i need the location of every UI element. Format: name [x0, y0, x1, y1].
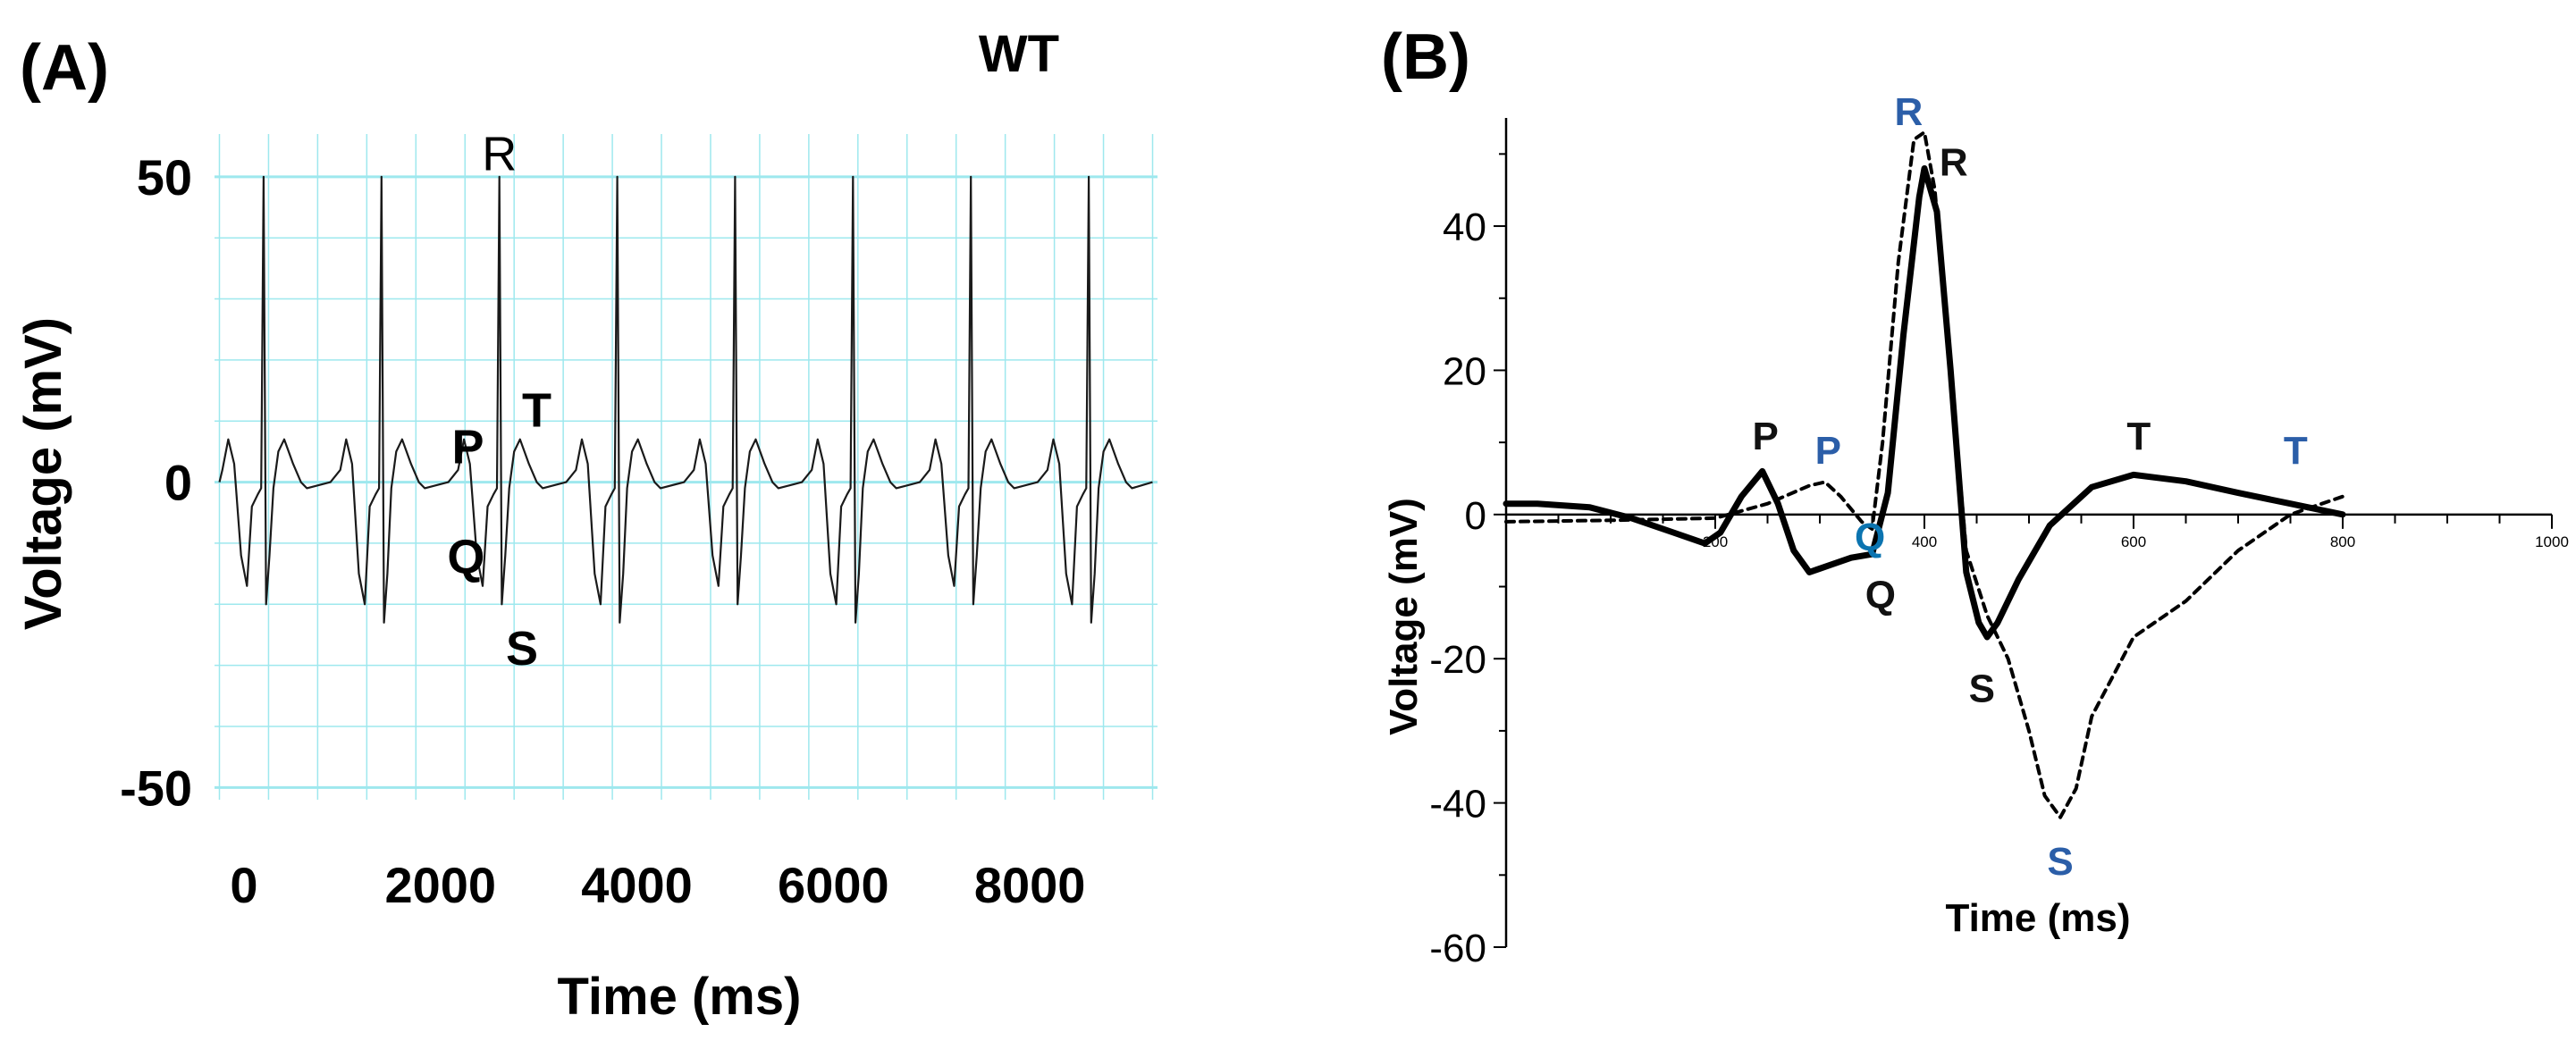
ecg-chart-wt: 0 2000 4000 6000 8000 50 0 -50 Time (ms) Voltage …: [14, 25, 1158, 1026]
y-tick-label: 0: [164, 455, 192, 511]
wave-annotation: T: [2126, 415, 2151, 458]
wave-annotation: P: [452, 421, 484, 474]
wave-annotation: S: [2047, 840, 2073, 884]
y-tick-label: -60: [1429, 927, 1486, 970]
x-tick-label: 4000: [581, 857, 693, 913]
grid: [215, 134, 1158, 800]
chart-title: WT: [979, 25, 1059, 83]
y-tick-label: -40: [1429, 783, 1486, 827]
x-axis-title: Time (ms): [1945, 896, 2130, 940]
wave-annotation: Q: [1855, 516, 1885, 559]
x-tick-label: 600: [2121, 533, 2146, 550]
series-line-wt: [218, 175, 1153, 624]
wave-annotation: S: [506, 622, 538, 676]
y-axis-title: Voltage (mV): [1382, 498, 1426, 735]
y-tick-label: -50: [120, 759, 192, 816]
wave-annotation: P: [1815, 429, 1841, 473]
y-tick-label: 0: [1465, 494, 1486, 538]
panel-label: (B): [1381, 21, 1470, 93]
series-line-dashed: [1504, 130, 2344, 819]
y-axis-title: Voltage (mV): [14, 317, 72, 630]
x-axis-title: Time (ms): [558, 968, 802, 1026]
x-tick-label: 8000: [974, 857, 1086, 913]
wave-annotation: Q: [447, 531, 484, 584]
wave-annotation: Q: [1865, 574, 1896, 617]
x-tick-label: 2000: [384, 857, 496, 913]
y-tick-label: -20: [1429, 638, 1486, 682]
wave-annotation: R: [1895, 90, 1924, 134]
x-tick-label: 400: [1912, 533, 1937, 550]
wave-annotation: P: [1752, 415, 1778, 458]
y-tick-label: 20: [1443, 349, 1486, 393]
wave-annotation: R: [1940, 140, 1968, 184]
series-line-solid: [1503, 165, 2346, 641]
wave-annotation: R: [482, 128, 517, 181]
x-tick-label: 0: [230, 857, 257, 913]
wave-annotation: T: [2284, 429, 2308, 473]
wave-annotation: T: [522, 384, 551, 438]
wave-annotation: S: [1969, 667, 1995, 710]
x-tick-label: 800: [2330, 533, 2355, 550]
x-tick-label: 1000: [2535, 533, 2569, 550]
y-tick-label: 50: [137, 149, 192, 206]
y-tick-label: 40: [1443, 206, 1486, 249]
x-tick-label: 6000: [778, 857, 889, 913]
panel-label: (A): [20, 32, 109, 104]
